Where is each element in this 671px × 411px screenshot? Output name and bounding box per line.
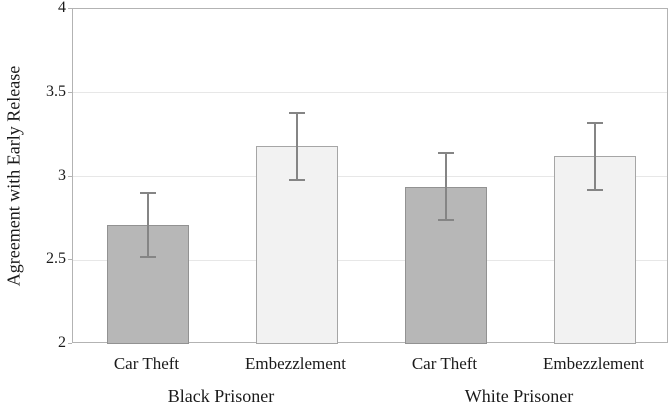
error-bar-line	[295, 112, 298, 180]
category-label: Car Theft	[411, 354, 478, 373]
y-tick-mark	[68, 343, 72, 344]
error-bar-cap-bottom	[586, 188, 603, 191]
error-bar-cap-top	[288, 111, 305, 114]
gridline	[73, 259, 667, 261]
error-bar-cap-bottom	[139, 255, 156, 258]
y-tick-label: 2	[58, 334, 66, 351]
error-bar-cap-top	[586, 121, 603, 124]
error-bar-line	[593, 122, 596, 190]
y-axis-title: Agreement with Early Release	[3, 65, 24, 287]
plot-area	[72, 8, 668, 344]
category-label: Embezzlement	[542, 354, 645, 373]
y-tick-mark	[68, 175, 72, 177]
error-bar-cap-bottom	[288, 178, 305, 181]
category-label: Embezzlement	[244, 354, 347, 373]
group-label: Black Prisoner	[167, 386, 275, 406]
category-label: Car Theft	[113, 354, 180, 373]
y-tick-mark	[68, 259, 72, 261]
gridline	[73, 176, 667, 177]
y-tick-label: 4	[58, 0, 66, 16]
error-bar-cap-top	[139, 192, 156, 195]
y-tick-mark	[68, 8, 72, 9]
y-tick-label: 2.5	[46, 250, 66, 268]
error-bar-line	[444, 153, 447, 221]
gridline	[73, 92, 667, 94]
error-bar-cap-top	[437, 152, 454, 155]
error-bar-cap-bottom	[437, 219, 454, 222]
error-bar-line	[146, 193, 149, 257]
y-tick-label: 3	[58, 166, 66, 184]
y-tick-mark	[68, 91, 72, 93]
y-tick-label: 3.5	[46, 82, 66, 100]
group-label: White Prisoner	[464, 386, 574, 406]
